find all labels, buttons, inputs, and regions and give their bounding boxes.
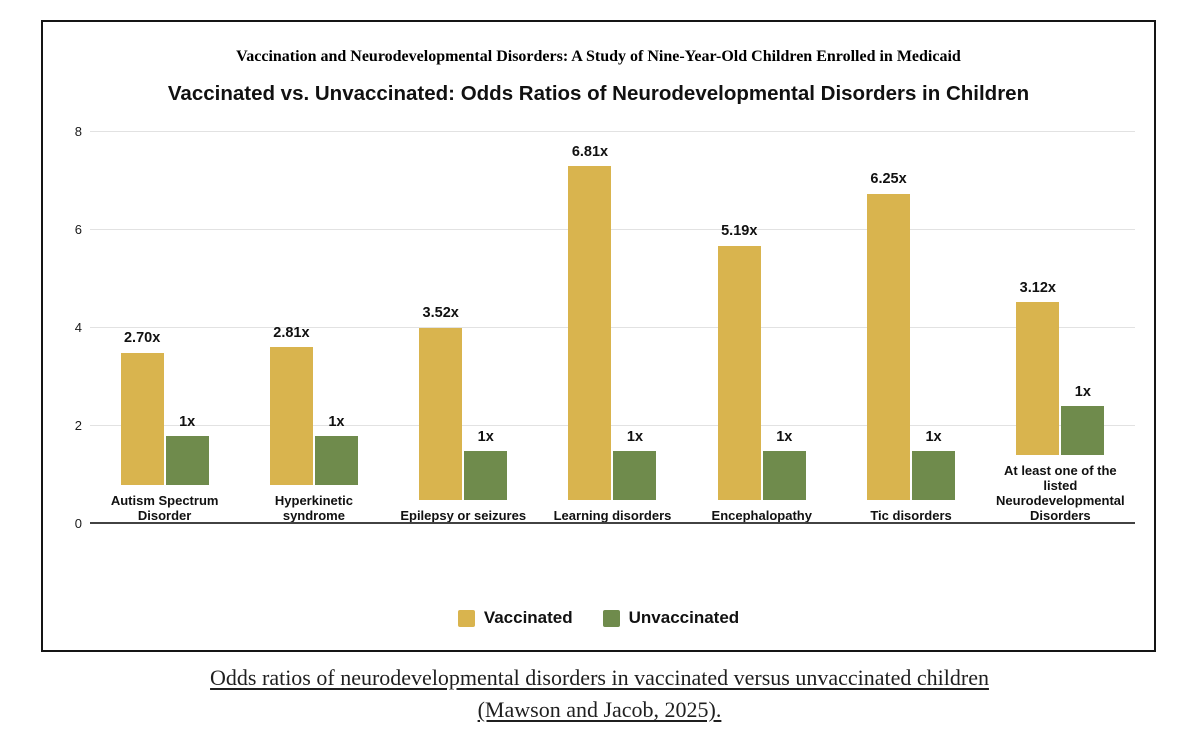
vaccinated-bar	[269, 347, 313, 486]
bar-group: 3.12x 1x At least one of the listed Neurod…	[986, 132, 1135, 524]
vaccinated-bar	[120, 352, 164, 486]
y-tick-label: 0	[74, 516, 82, 531]
bar-pair: 2.70x 1x	[120, 132, 209, 486]
unvaccinated-bar-column: 1x	[762, 428, 806, 501]
bar-value-label: 1x	[179, 413, 196, 430]
legend-label: Unvaccinated	[628, 608, 740, 627]
bar-group: 6.25x 1x Tic disorders	[836, 132, 985, 524]
bar-pair: 3.52x 1x	[419, 132, 508, 501]
bar-pair: 5.19x 1x	[717, 132, 806, 501]
figure-pretitle: Vaccination and Neurodevelopmental Disor…	[236, 48, 961, 65]
bar-pair: 2.81x 1x	[269, 132, 358, 486]
y-tick-label: 6	[74, 222, 82, 237]
chart-title: Vaccinated vs. Unvaccinated: Odds Ratios…	[167, 82, 1030, 105]
bar-value-label: 1x	[477, 428, 494, 445]
bar-group: 2.81x 1x Hyperkinetic syndrome	[239, 132, 388, 524]
vaccinated-bar-column: 3.52x	[419, 305, 463, 501]
unvaccinated-bar-column: 1x	[165, 413, 209, 486]
category-label: Autism Spectrum Disorder	[110, 493, 219, 524]
x-axis-baseline	[90, 522, 1135, 524]
unvaccinated-bar-column: 1x	[1061, 383, 1105, 456]
bar-value-label: 1x	[328, 413, 345, 430]
unvaccinated-bar-column: 1x	[912, 428, 956, 501]
unvaccinated-bar-column: 1x	[613, 428, 657, 501]
unvaccinated-bar-column: 1x	[314, 413, 358, 486]
legend-swatch-vaccinated	[457, 609, 475, 627]
figure-panel: Vaccination and Neurodevelopmental Disor…	[41, 20, 1156, 652]
gridline	[90, 425, 1135, 426]
vaccinated-bar-column: 5.19x	[717, 223, 761, 501]
y-tick-label: 8	[74, 124, 82, 139]
bar-value-label: 1x	[925, 428, 942, 445]
legend-label: Vaccinated	[483, 608, 573, 627]
bar-pair: 6.81x 1x	[568, 132, 657, 501]
vaccinated-bar	[717, 245, 761, 501]
y-tick-label: 2	[74, 418, 82, 433]
vaccinated-bar-column: 2.70x	[120, 330, 164, 486]
unvaccinated-bar	[912, 451, 956, 501]
bar-pair: 6.25x 1x	[867, 132, 956, 501]
category-label: Encephalopathy	[711, 508, 812, 524]
bar-value-label: 3.52x	[422, 305, 459, 322]
bar-group: 5.19x 1x Encephalopathy	[687, 132, 836, 524]
bar-value-label: 1x	[626, 428, 644, 445]
bar-value-label: 2.81x	[273, 324, 310, 341]
category-label: At least one of the listed Neurodevelopm…	[996, 463, 1125, 524]
gridline	[90, 327, 1135, 328]
vaccinated-bar-column: 6.25x	[867, 171, 911, 501]
vaccinated-bar	[568, 166, 612, 501]
bar-value-label: 6.81x	[571, 143, 609, 160]
category-label: Learning disorders	[553, 508, 672, 524]
bar-value-label: 1x	[1074, 383, 1091, 400]
unvaccinated-bar	[1061, 406, 1105, 456]
legend-item: Unvaccinated	[602, 608, 740, 628]
bar-group: 3.52x 1x Epilepsy or seizures	[389, 132, 538, 524]
vaccinated-bar-column: 3.12x	[1016, 279, 1060, 456]
bar-group: 6.81x 1x Learning disorders	[538, 132, 687, 524]
unvaccinated-bar	[762, 451, 806, 501]
legend-item: Vaccinated	[457, 608, 573, 628]
bar-group: 2.70x 1x Autism Spectrum Disorder	[90, 132, 239, 524]
y-tick-label: 4	[74, 320, 82, 335]
bar-groups: 2.70x 1x Autism Spectrum Disorder 2.81x 1x Hy…	[90, 132, 1135, 524]
bar-value-label: 2.70x	[123, 330, 161, 347]
category-label: Tic disorders	[870, 508, 952, 524]
legend-swatch-unvaccinated	[602, 609, 620, 627]
bar-value-label: 3.12x	[1019, 279, 1056, 296]
unvaccinated-bar	[613, 451, 657, 501]
unvaccinated-bar	[165, 436, 209, 486]
category-label: Hyperkinetic syndrome	[274, 493, 353, 524]
unvaccinated-bar-column: 1x	[464, 428, 508, 501]
caption-row: Odds ratios of neurodevelopmental disord…	[0, 662, 1199, 726]
vaccinated-bar	[867, 193, 911, 501]
bar-value-label: 1x	[776, 428, 793, 445]
category-label: Epilepsy or seizures	[400, 508, 527, 524]
chart-plot: 0 2 4 6 8 2.70x 1x Autism Spectrum Disorder 2.8…	[75, 125, 1135, 530]
unvaccinated-bar	[314, 436, 358, 486]
chart-legend: Vaccinated Unvaccinated	[43, 608, 1154, 628]
unvaccinated-bar	[464, 451, 508, 501]
gridline	[90, 131, 1135, 132]
bar-value-label: 6.25x	[870, 171, 907, 188]
vaccinated-bar	[419, 327, 463, 501]
gridline	[90, 229, 1135, 230]
bar-value-label: 5.19x	[721, 223, 758, 240]
vaccinated-bar	[1016, 302, 1060, 456]
caption-link[interactable]: Odds ratios of neurodevelopmental disord…	[210, 665, 989, 722]
vaccinated-bar-column: 2.81x	[269, 324, 313, 486]
vaccinated-bar-column: 6.81x	[568, 143, 612, 501]
bar-pair: 3.12x 1x	[1016, 132, 1105, 456]
